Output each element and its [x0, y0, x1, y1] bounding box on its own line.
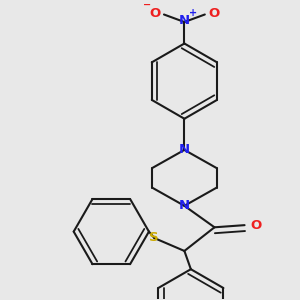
Text: N: N: [179, 14, 190, 27]
Text: −: −: [143, 0, 151, 10]
Text: O: O: [208, 7, 219, 20]
Text: +: +: [190, 8, 198, 18]
Text: S: S: [149, 231, 159, 244]
Text: N: N: [179, 143, 190, 156]
Text: O: O: [149, 7, 161, 20]
Text: N: N: [179, 199, 190, 212]
Text: O: O: [250, 219, 261, 232]
